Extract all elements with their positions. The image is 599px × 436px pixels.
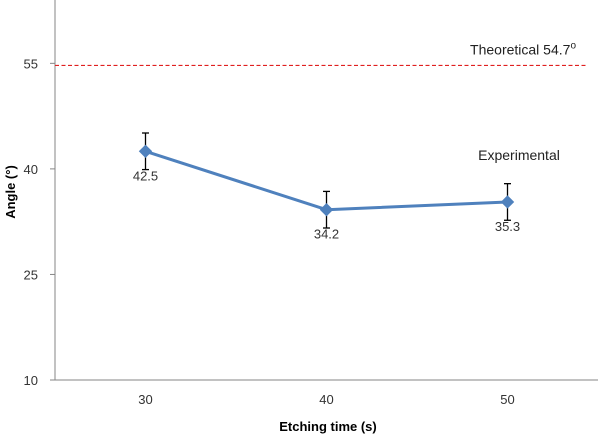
series-experimental: 42.5 34.2 35.3 [133, 132, 520, 242]
data-label: 35.3 [495, 219, 520, 234]
data-label: 42.5 [133, 168, 158, 183]
y-tick-label: 55 [24, 56, 38, 71]
y-axis-ticks: 10 25 40 55 [24, 56, 55, 388]
x-tick-label: 30 [138, 392, 152, 407]
x-axis-title: Etching time (s) [279, 419, 377, 434]
data-label: 34.2 [314, 227, 339, 242]
x-tick-label: 40 [319, 392, 333, 407]
data-point-marker [138, 144, 153, 159]
theoretical-label: Theoretical 54.7o [470, 40, 576, 57]
y-axis-title: Angle (°) [3, 165, 18, 219]
data-point-marker [319, 202, 334, 217]
x-tick-label: 50 [500, 392, 514, 407]
data-point-marker [500, 195, 515, 209]
theoretical-label-text: Theoretical 54.7 [470, 41, 571, 57]
x-axis-ticks: 30 40 50 [138, 392, 514, 407]
theoretical-label-degree: o [570, 40, 576, 51]
y-tick-label: 25 [24, 267, 38, 282]
y-tick-label: 40 [24, 162, 38, 177]
y-tick-label: 10 [24, 373, 38, 388]
experimental-series-label: Experimental [478, 147, 560, 163]
